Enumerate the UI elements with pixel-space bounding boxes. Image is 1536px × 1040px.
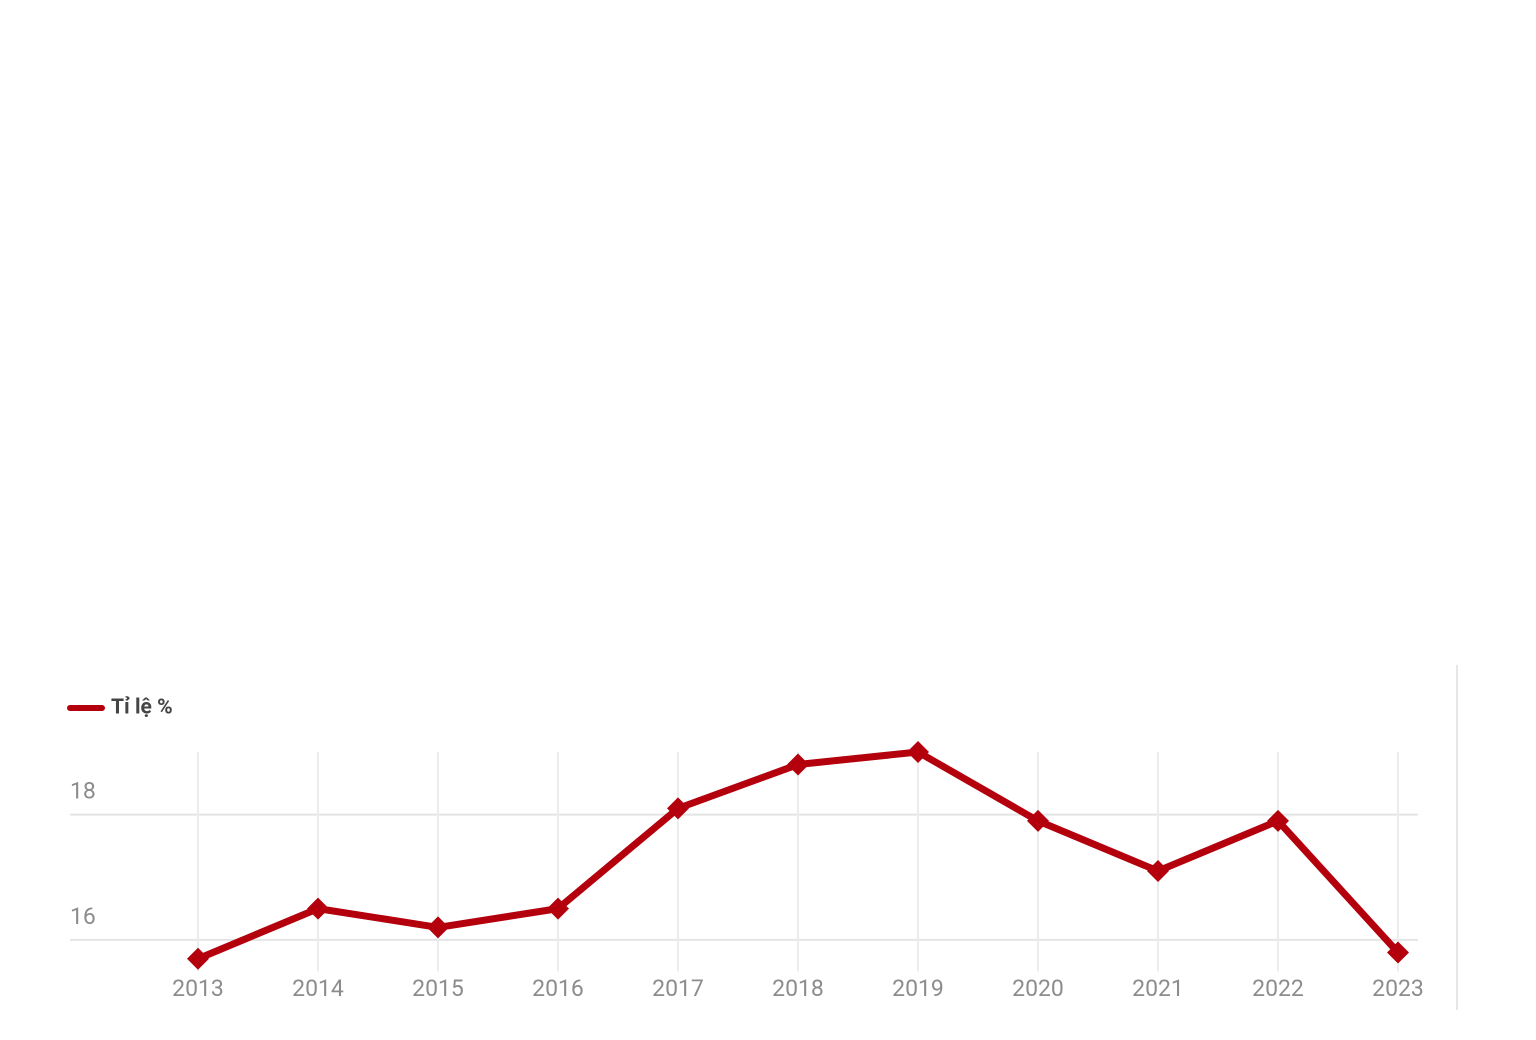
data-point: [667, 797, 689, 820]
data-point: [907, 741, 929, 763]
x-tick-label: 2018: [772, 975, 824, 1002]
y-tick-label: 18: [70, 778, 96, 805]
x-tick-label: 2019: [892, 975, 944, 1002]
x-tick-label: 2014: [292, 975, 344, 1002]
data-point: [307, 897, 329, 920]
data-point: [1267, 809, 1289, 832]
grid: 16 18 2013 2014 2015 2016 2017 2018 2019 2020 2021…: [70, 752, 1424, 1002]
x-tick-label: 2022: [1252, 975, 1304, 1002]
data-point: [1027, 809, 1049, 832]
legend: Tỉ lệ %: [67, 696, 173, 720]
x-tick-label: 2016: [532, 975, 584, 1002]
x-tick-label: 2013: [172, 975, 224, 1002]
data-point: [547, 897, 569, 920]
x-tick-label: 2017: [652, 975, 704, 1002]
x-tick-label: 2015: [412, 975, 464, 1002]
x-tick-label: 2021: [1132, 975, 1184, 1002]
x-tick-label: 2023: [1372, 975, 1424, 1002]
plot: [187, 741, 1409, 970]
data-point: [1387, 941, 1409, 964]
y-tick-label: 16: [70, 903, 96, 930]
x-tick-label: 2020: [1012, 975, 1064, 1002]
data-point: [1147, 860, 1169, 883]
data-point: [427, 916, 449, 939]
legend-label: Tỉ lệ %: [111, 696, 173, 720]
data-point: [787, 753, 809, 776]
data-point: [187, 947, 209, 970]
